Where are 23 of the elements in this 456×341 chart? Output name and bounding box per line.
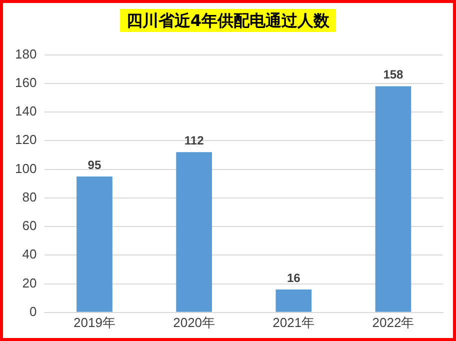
bar (176, 152, 212, 312)
y-tick-label: 0 (29, 304, 37, 319)
data-label: 158 (383, 68, 404, 82)
y-tick-label: 20 (22, 275, 37, 290)
bar (76, 176, 112, 312)
data-label: 16 (286, 270, 301, 285)
y-tick-label: 140 (14, 104, 37, 119)
y-tick-label: 180 (14, 46, 37, 62)
chart-title: 四川省近4年供配电通过人数 (120, 9, 336, 32)
y-tick-label: 120 (14, 132, 37, 148)
y-tick-label: 40 (22, 246, 37, 262)
bar (375, 86, 412, 312)
y-tick-label: 160 (14, 75, 37, 90)
x-tick-label: 2021年 (272, 314, 315, 330)
y-tick-label: 80 (22, 189, 37, 204)
x-tick-label: 2020年 (173, 314, 216, 330)
x-tick-label: 2022年 (372, 314, 414, 330)
data-label: 112 (184, 133, 204, 148)
y-tick-label: 60 (22, 218, 37, 234)
bar (276, 290, 312, 312)
x-tick-label: 2019年 (74, 314, 116, 330)
y-tick-label: 100 (14, 160, 37, 176)
data-label: 95 (88, 158, 102, 172)
